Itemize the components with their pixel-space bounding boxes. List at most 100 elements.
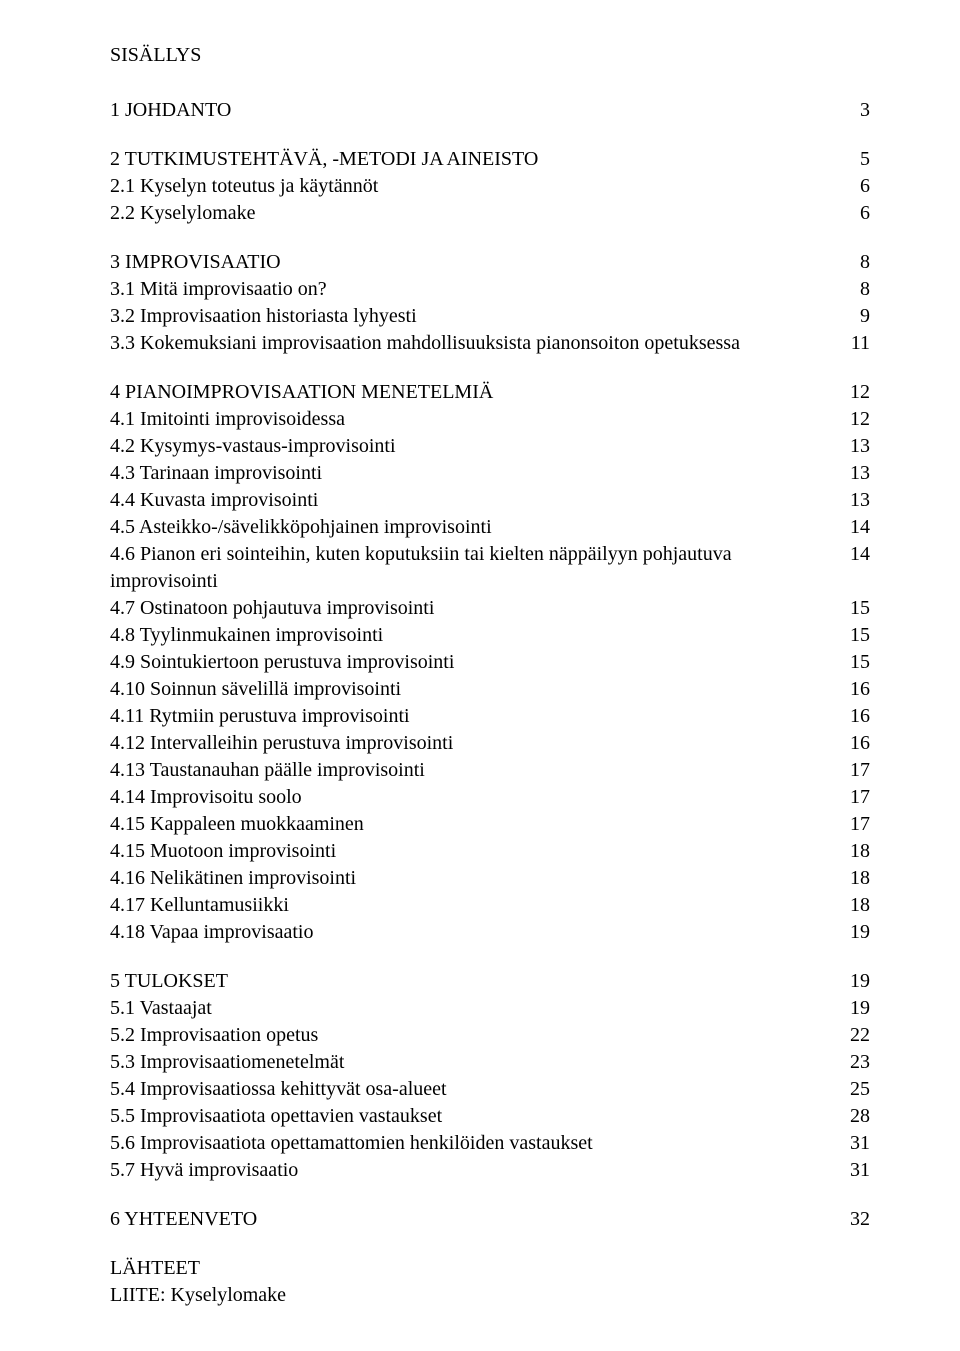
toc-sub-label: 4.5 Asteikko-/sävelikköpohjainen improvi… (110, 514, 842, 541)
toc-heading-label: 6 YHTEENVETO (110, 1206, 842, 1233)
toc-sub-row: 4.5 Asteikko-/sävelikköpohjainen improvi… (110, 514, 870, 541)
toc-heading-row: 3 IMPROVISAATIO 8 (110, 249, 870, 276)
toc-sub-row: 5.5 Improvisaatiota opettavien vastaukse… (110, 1103, 870, 1130)
toc-sub-page: 19 (842, 995, 870, 1022)
toc-sub-label: 5.4 Improvisaatiossa kehittyvät osa-alue… (110, 1076, 842, 1103)
toc-sub-label: 4.15 Muotoon improvisointi (110, 838, 842, 865)
toc-sub-row: 4.1 Imitointi improvisoidessa12 (110, 406, 870, 433)
toc-sub-label: 4.11 Rytmiin perustuva improvisointi (110, 703, 842, 730)
toc-section: 6 YHTEENVETO 32 (110, 1206, 870, 1233)
toc-sub-label: 4.3 Tarinaan improvisointi (110, 460, 842, 487)
toc-sub-row: 4.6 Pianon eri sointeihin, kuten koputuk… (110, 541, 870, 595)
toc-sub-label: 4.12 Intervalleihin perustuva improvisoi… (110, 730, 842, 757)
toc-sub-row: 5.7 Hyvä improvisaatio31 (110, 1157, 870, 1184)
toc-sub-row: 5.2 Improvisaation opetus22 (110, 1022, 870, 1049)
back-label: LIITE: Kyselylomake (110, 1282, 870, 1309)
toc-sub-label: 4.2 Kysymys-vastaus-improvisointi (110, 433, 842, 460)
toc-sub-page: 13 (842, 487, 870, 514)
toc-sub-page: 17 (842, 784, 870, 811)
toc-sub-page: 11 (842, 330, 870, 357)
toc-sub-page: 14 (842, 514, 870, 541)
toc-heading-row: 2 TUTKIMUSTEHTÄVÄ, -METODI JA AINEISTO 5 (110, 146, 870, 173)
toc-sub-row: 4.3 Tarinaan improvisointi13 (110, 460, 870, 487)
toc-heading-label: 3 IMPROVISAATIO (110, 249, 842, 276)
toc-sub-page: 23 (842, 1049, 870, 1076)
toc-sub-page: 28 (842, 1103, 870, 1130)
toc-sub-page: 25 (842, 1076, 870, 1103)
toc-sub-page: 19 (842, 919, 870, 946)
toc-sub-label: 4.7 Ostinatoon pohjautuva improvisointi (110, 595, 842, 622)
toc-heading-row: 4 PIANOIMPROVISAATION MENETELMIÄ 12 (110, 379, 870, 406)
toc-sub-label: 2.2 Kyselylomake (110, 200, 842, 227)
toc-section: 3 IMPROVISAATIO 8 3.1 Mitä improvisaatio… (110, 249, 870, 357)
toc-sub-label: 4.14 Improvisoitu soolo (110, 784, 842, 811)
toc-sub-page: 18 (842, 892, 870, 919)
toc-sub-label: 4.4 Kuvasta improvisointi (110, 487, 842, 514)
toc-sub-page: 16 (842, 730, 870, 757)
toc-sub-page: 13 (842, 460, 870, 487)
toc-heading-label: 1 JOHDANTO (110, 97, 842, 124)
toc-sub-label: 5.1 Vastaajat (110, 995, 842, 1022)
toc-sub-row: 5.6 Improvisaatiota opettamattomien henk… (110, 1130, 870, 1157)
toc-title: SISÄLLYS (110, 42, 870, 69)
toc-heading-label: 5 TULOKSET (110, 968, 842, 995)
toc-heading-page: 12 (842, 379, 870, 406)
toc-sub-label: 4.17 Kelluntamusiikki (110, 892, 842, 919)
toc-sub-label: 3.3 Kokemuksiani improvisaation mahdolli… (110, 330, 842, 357)
toc-sub-row: 3.3 Kokemuksiani improvisaation mahdolli… (110, 330, 870, 357)
toc-sub-page: 16 (842, 703, 870, 730)
toc-sub-page: 12 (842, 406, 870, 433)
toc-sub-row: 4.16 Nelikätinen improvisointi18 (110, 865, 870, 892)
toc-sub-label: 4.15 Kappaleen muokkaaminen (110, 811, 842, 838)
toc-sub-page: 8 (842, 276, 870, 303)
toc-section: 5 TULOKSET 19 5.1 Vastaajat19 5.2 Improv… (110, 968, 870, 1184)
toc-sub-label: 5.2 Improvisaation opetus (110, 1022, 842, 1049)
toc-sub-label: 4.6 Pianon eri sointeihin, kuten koputuk… (110, 541, 842, 595)
back-label: LÄHTEET (110, 1255, 870, 1282)
toc-sub-row: 2.2 Kyselylomake 6 (110, 200, 870, 227)
toc-sub-row: 5.4 Improvisaatiossa kehittyvät osa-alue… (110, 1076, 870, 1103)
toc-sub-label: 3.2 Improvisaation historiasta lyhyesti (110, 303, 842, 330)
toc-sub-row: 4.9 Sointukiertoon perustuva improvisoin… (110, 649, 870, 676)
toc-sub-row: 4.14 Improvisoitu soolo17 (110, 784, 870, 811)
toc-sub-label: 4.18 Vapaa improvisaatio (110, 919, 842, 946)
toc-sub-label: 5.5 Improvisaatiota opettavien vastaukse… (110, 1103, 842, 1130)
toc-sub-label: 3.1 Mitä improvisaatio on? (110, 276, 842, 303)
toc-sub-label: 4.8 Tyylinmukainen improvisointi (110, 622, 842, 649)
toc-section: 2 TUTKIMUSTEHTÄVÄ, -METODI JA AINEISTO 5… (110, 146, 870, 227)
toc-sub-row: 4.2 Kysymys-vastaus-improvisointi13 (110, 433, 870, 460)
toc-sub-page: 18 (842, 865, 870, 892)
toc-section: 1 JOHDANTO 3 (110, 97, 870, 124)
toc-sub-page: 31 (842, 1157, 870, 1184)
toc-heading-page: 8 (842, 249, 870, 276)
toc-sub-row: 2.1 Kyselyn toteutus ja käytännöt 6 (110, 173, 870, 200)
toc-sub-page: 15 (842, 649, 870, 676)
toc-sub-row: 5.1 Vastaajat19 (110, 995, 870, 1022)
toc-sub-row: 4.18 Vapaa improvisaatio19 (110, 919, 870, 946)
toc-sub-label: 4.13 Taustanauhan päälle improvisointi (110, 757, 842, 784)
toc-sub-row: 3.2 Improvisaation historiasta lyhyesti … (110, 303, 870, 330)
toc-heading-row: 6 YHTEENVETO 32 (110, 1206, 870, 1233)
toc-sub-row: 4.4 Kuvasta improvisointi13 (110, 487, 870, 514)
toc-sub-label: 4.9 Sointukiertoon perustuva improvisoin… (110, 649, 842, 676)
toc-heading-page: 32 (842, 1206, 870, 1233)
toc-sub-row: 4.12 Intervalleihin perustuva improvisoi… (110, 730, 870, 757)
toc-sub-row: 4.7 Ostinatoon pohjautuva improvisointi1… (110, 595, 870, 622)
toc-heading-page: 3 (842, 97, 870, 124)
toc-sub-row: 5.3 Improvisaatiomenetelmät23 (110, 1049, 870, 1076)
toc-sub-page: 14 (842, 541, 870, 568)
toc-sub-row: 4.15 Muotoon improvisointi18 (110, 838, 870, 865)
toc-sub-row: 4.8 Tyylinmukainen improvisointi15 (110, 622, 870, 649)
toc-heading-page: 5 (842, 146, 870, 173)
toc-sub-page: 15 (842, 595, 870, 622)
toc-sub-row: 4.13 Taustanauhan päälle improvisointi17 (110, 757, 870, 784)
toc-heading-row: 1 JOHDANTO 3 (110, 97, 870, 124)
toc-heading-page: 19 (842, 968, 870, 995)
toc-sub-label: 5.6 Improvisaatiota opettamattomien henk… (110, 1130, 842, 1157)
back-matter: LÄHTEET LIITE: Kyselylomake (110, 1255, 870, 1309)
toc-sub-page: 6 (842, 200, 870, 227)
toc-heading-row: 5 TULOKSET 19 (110, 968, 870, 995)
toc-sub-page: 15 (842, 622, 870, 649)
toc-sub-row: 3.1 Mitä improvisaatio on? 8 (110, 276, 870, 303)
back-row: LÄHTEET (110, 1255, 870, 1282)
